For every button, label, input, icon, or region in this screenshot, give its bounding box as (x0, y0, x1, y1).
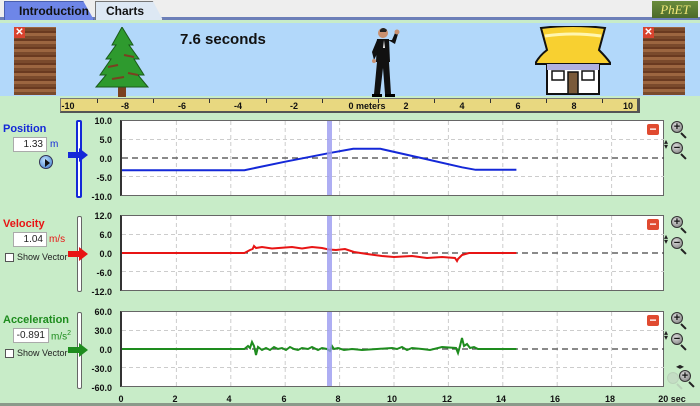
x-tick: 16 (549, 394, 561, 404)
checkbox[interactable] (5, 348, 14, 358)
phet-logo[interactable]: PhET (652, 1, 698, 18)
tree-icon (94, 27, 150, 97)
ruler-label: -6 (177, 101, 187, 111)
show-vector-label: Show Vector (17, 348, 68, 358)
y-tick: -60.0 (91, 383, 112, 393)
position-unit: m (50, 139, 59, 150)
x-tick: 6 (281, 394, 287, 404)
acceleration-title: Acceleration (3, 314, 70, 326)
acceleration-chart[interactable]: − (120, 311, 664, 387)
minimize-acceleration-chart-button[interactable]: − (647, 314, 659, 326)
ruler-label: -2 (289, 101, 299, 111)
y-tick: 30.0 (94, 326, 112, 336)
zoom-in-velocity-button[interactable]: + (671, 216, 689, 234)
remove-wall-left-button[interactable]: ✕ (14, 27, 25, 38)
zoom-in-time-button[interactable]: + (679, 370, 697, 388)
time-cursor[interactable] (327, 121, 332, 195)
time-cursor[interactable] (327, 312, 332, 386)
left-wall: ✕ (14, 27, 56, 95)
time-cursor[interactable] (327, 216, 332, 290)
right-wall: ✕ (643, 27, 685, 95)
acceleration-show-vector-checkbox[interactable]: Show Vector (5, 348, 68, 358)
ruler-label: -8 (120, 101, 130, 111)
ruler-label: 8 (571, 101, 577, 111)
vertical-zoom-indicator: ▴ ▾ (664, 328, 669, 342)
velocity-title: Velocity (3, 218, 45, 230)
time-readout: 7.6 seconds (180, 31, 266, 48)
zoom-in-acceleration-button[interactable]: + (671, 312, 689, 330)
minimize-velocity-chart-button[interactable]: − (647, 218, 659, 230)
ruler-label: -4 (233, 101, 243, 111)
y-tick: 12.0 (94, 211, 112, 221)
ruler-label: 6 (515, 101, 521, 111)
acceleration-plot (122, 312, 664, 386)
y-tick: -30.0 (91, 364, 112, 374)
velocity-unit: m/s (49, 234, 66, 245)
x-tick: 4 (226, 394, 232, 404)
y-tick: -6.0 (96, 268, 112, 278)
go-button[interactable] (39, 155, 53, 169)
position-value-input[interactable] (13, 137, 47, 152)
zoom-in-position-button[interactable]: + (671, 121, 689, 139)
y-tick: 0.0 (99, 154, 112, 164)
horizontal-zoom-indicator: ◂▸ (676, 362, 685, 371)
zoom-out-acceleration-button[interactable]: − (671, 333, 689, 351)
position-chart[interactable]: − (120, 120, 664, 196)
ruler-label: 4 (459, 101, 465, 111)
zoom-out-time-button[interactable] (667, 372, 685, 390)
acceleration-unit: m/s2 (51, 330, 72, 343)
zoom-out-velocity-button[interactable]: − (671, 237, 689, 255)
velocity-plot (122, 216, 664, 290)
x-tick: 8 (335, 394, 341, 404)
x-tick: 20 sec (658, 394, 686, 404)
vertical-zoom-indicator: ▴ ▾ (664, 137, 669, 151)
y-tick: -5.0 (96, 173, 112, 183)
show-vector-label: Show Vector (17, 252, 68, 262)
y-tick: -12.0 (91, 287, 112, 297)
zoom-out-position-button[interactable]: − (671, 142, 689, 160)
minimize-position-chart-button[interactable]: − (647, 123, 659, 135)
x-tick: 0 (118, 394, 124, 404)
x-tick: 14 (495, 394, 507, 404)
position-plot (122, 121, 664, 195)
house-icon (535, 26, 611, 95)
y-tick: 5.0 (99, 135, 112, 145)
velocity-show-vector-checkbox[interactable]: Show Vector (5, 252, 68, 262)
tab-introduction[interactable]: Introduction (4, 1, 94, 20)
remove-wall-right-button[interactable]: ✕ (643, 27, 654, 38)
ruler-label: 0 meters (348, 101, 386, 111)
y-tick: 10.0 (94, 116, 112, 126)
y-tick: 0.0 (99, 345, 112, 355)
x-tick: 10 (386, 394, 398, 404)
x-tick: 18 (604, 394, 616, 404)
walking-man-icon[interactable] (370, 26, 406, 98)
acceleration-value-input[interactable] (13, 328, 49, 343)
bottom-border (0, 403, 700, 406)
velocity-value-input[interactable] (13, 232, 47, 247)
vertical-zoom-indicator: ▴ ▾ (664, 232, 669, 246)
ruler-label: 2 (403, 101, 409, 111)
velocity-chart[interactable]: − (120, 215, 664, 291)
y-tick: -10.0 (91, 192, 112, 202)
tab-charts[interactable]: Charts (95, 1, 163, 20)
position-ruler: -10 -8 -6 -4 -2 0 meters 2 4 6 8 10 (60, 98, 640, 113)
y-tick: 0.0 (99, 249, 112, 259)
x-tick: 2 (172, 394, 178, 404)
x-tick: 12 (441, 394, 453, 404)
ruler-label: -10 (61, 101, 75, 111)
y-tick: 6.0 (99, 230, 112, 240)
checkbox[interactable] (5, 252, 14, 262)
tab-bar: Introduction Charts PhET (0, 0, 700, 20)
position-title: Position (3, 123, 47, 135)
ruler-label: 10 (622, 101, 634, 111)
y-tick: 60.0 (94, 307, 112, 317)
